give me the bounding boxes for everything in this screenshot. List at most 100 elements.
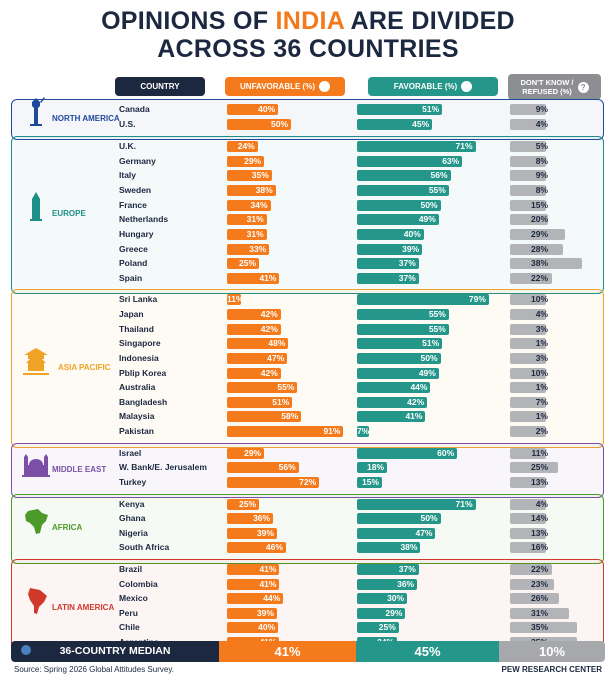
mosque-icon-shape xyxy=(44,453,48,475)
dk-bar xyxy=(510,141,546,153)
dk-bar xyxy=(510,214,548,226)
country-name: Bangladesh xyxy=(119,396,168,407)
globe-icon xyxy=(21,645,31,655)
favorable-bar: 55% xyxy=(357,323,449,335)
country-name: Ghana xyxy=(119,513,146,524)
dk-value: 10% xyxy=(530,294,548,305)
favorable-bar: 51% xyxy=(357,338,443,350)
favorable-bar: 49% xyxy=(357,214,439,226)
dk-value: 14% xyxy=(530,513,548,524)
unfavorable-bar: 33% xyxy=(227,243,270,255)
dk-value: 25% xyxy=(530,462,548,473)
favorable-bar: 50% xyxy=(357,513,441,525)
unfavorable-bar: 51% xyxy=(227,396,293,408)
favorable-bar: 63% xyxy=(357,155,463,167)
country-name: Australia xyxy=(119,382,156,393)
dk-bar xyxy=(510,382,546,394)
dk-value: 7% xyxy=(535,396,548,407)
unfavorable-bar: 25% xyxy=(227,258,259,270)
mosque-icon-shape xyxy=(29,458,43,465)
unfavorable-bar: 46% xyxy=(227,542,286,554)
country-name: Hungary xyxy=(119,228,154,239)
median-dk: 10% xyxy=(538,644,566,659)
unfavorable-bar: 44% xyxy=(227,593,284,605)
unfavorable-bar: 29% xyxy=(227,447,265,459)
country-name: South Africa xyxy=(119,542,170,553)
unfavorable-bar: 39% xyxy=(227,607,277,619)
dk-value: 1% xyxy=(535,382,548,393)
unfavorable-bar: 47% xyxy=(227,352,288,364)
dk-value: 3% xyxy=(535,323,548,334)
dk-bar xyxy=(510,258,583,270)
favorable-bar: 55% xyxy=(357,185,449,197)
median-favorable: 45% xyxy=(414,644,441,659)
title-highlight: INDIA xyxy=(275,7,345,35)
favorable-bar: 30% xyxy=(357,593,408,605)
region-label: ASIA PACIFIC xyxy=(58,362,111,372)
median-unfavorable-cell: 41% xyxy=(219,641,356,662)
dk-value: 4% xyxy=(535,498,548,509)
unfavorable-bar: 40% xyxy=(227,622,279,634)
dk-value: 8% xyxy=(535,185,548,196)
header-dontknow: DON'T KNOW / REFUSED (%)? xyxy=(508,74,601,100)
favorable-bar: 41% xyxy=(357,411,426,423)
header-country: COUNTRY xyxy=(115,77,205,96)
country-name: France xyxy=(119,199,147,210)
header-unfavorable: UNFAVORABLE (%) xyxy=(225,77,345,96)
mosque-icon xyxy=(20,447,52,482)
favorable-bar: 29% xyxy=(357,607,406,619)
dk-value: 29% xyxy=(530,228,548,239)
median-label-cell: 36-COUNTRY MEDIAN xyxy=(11,641,219,662)
country-name: Pakistan xyxy=(119,426,154,437)
dk-value: 13% xyxy=(530,476,548,487)
country-name: Turkey xyxy=(119,476,147,487)
country-name: Italy xyxy=(119,170,137,181)
country-name: Nigeria xyxy=(119,527,148,538)
dk-value: 15% xyxy=(530,199,548,210)
south-america-map-icon xyxy=(20,585,52,620)
dk-bar xyxy=(510,476,546,488)
dk-bar xyxy=(510,498,546,510)
dk-value: 22% xyxy=(530,563,548,574)
region-label: EUROPE xyxy=(52,209,86,219)
dk-value: 5% xyxy=(535,141,548,152)
unfavorable-bar: 29% xyxy=(227,155,265,167)
statue-of-liberty-icon-shape xyxy=(30,123,42,126)
median-unfavorable: 41% xyxy=(274,644,301,659)
dk-value: 13% xyxy=(530,527,548,538)
region-middle-east xyxy=(11,442,604,499)
dk-value: 38% xyxy=(530,258,548,269)
country-name: Germany xyxy=(119,155,156,166)
favorable-bar: 25% xyxy=(357,622,399,634)
thumbs-down-icon xyxy=(318,81,330,92)
favorable-bar: 71% xyxy=(357,498,476,510)
big-ben-icon-shape xyxy=(32,192,40,222)
big-ben-icon xyxy=(20,191,52,226)
dk-value: 2% xyxy=(535,426,548,437)
dk-bar xyxy=(510,155,546,167)
favorable-bar: 49% xyxy=(357,367,439,379)
dk-value: 3% xyxy=(535,352,548,363)
south-america-map-icon-shape xyxy=(28,587,47,614)
dk-value: 22% xyxy=(530,272,548,283)
dk-value: 16% xyxy=(530,542,548,553)
question-icon: ? xyxy=(577,81,589,93)
country-name: Mexico xyxy=(119,593,148,604)
unfavorable-bar: 55% xyxy=(227,382,298,394)
favorable-bar: 38% xyxy=(357,542,421,554)
dk-bar xyxy=(510,272,552,284)
dk-bar xyxy=(510,199,546,211)
dk-bar xyxy=(510,593,560,605)
unfavorable-bar: 35% xyxy=(227,170,272,182)
country-name: Israel xyxy=(119,447,142,458)
unfavorable-bar: 91% xyxy=(227,426,344,438)
unfavorable-bar: 31% xyxy=(227,214,267,226)
dk-bar xyxy=(510,527,546,539)
dk-value: 8% xyxy=(535,155,548,166)
mosque-icon-shape xyxy=(22,474,50,477)
big-ben-icon-shape xyxy=(30,219,42,222)
country-name: Canada xyxy=(119,104,150,114)
pagoda-icon xyxy=(20,345,52,380)
pagoda-icon-shape xyxy=(28,362,44,371)
dk-bar xyxy=(510,323,546,335)
